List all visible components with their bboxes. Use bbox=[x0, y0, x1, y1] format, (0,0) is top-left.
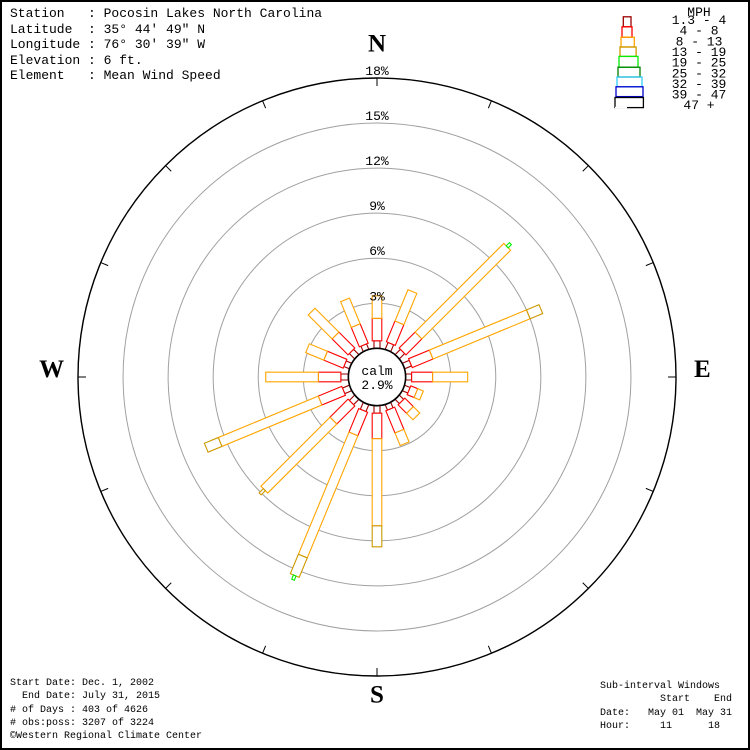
svg-text:47 +: 47 + bbox=[683, 98, 714, 113]
svg-text:18%: 18% bbox=[365, 64, 389, 79]
svg-text:calm: calm bbox=[361, 364, 392, 379]
svg-text:W: W bbox=[39, 356, 64, 383]
svg-text:N: N bbox=[368, 31, 386, 58]
svg-text:12%: 12% bbox=[365, 154, 389, 169]
svg-text:3%: 3% bbox=[369, 289, 385, 304]
svg-text:2.9%: 2.9% bbox=[361, 378, 392, 393]
svg-text:15%: 15% bbox=[365, 109, 389, 124]
svg-text:S: S bbox=[370, 681, 384, 708]
svg-text:9%: 9% bbox=[369, 199, 385, 214]
svg-text:E: E bbox=[694, 356, 711, 383]
svg-text:6%: 6% bbox=[369, 244, 385, 259]
